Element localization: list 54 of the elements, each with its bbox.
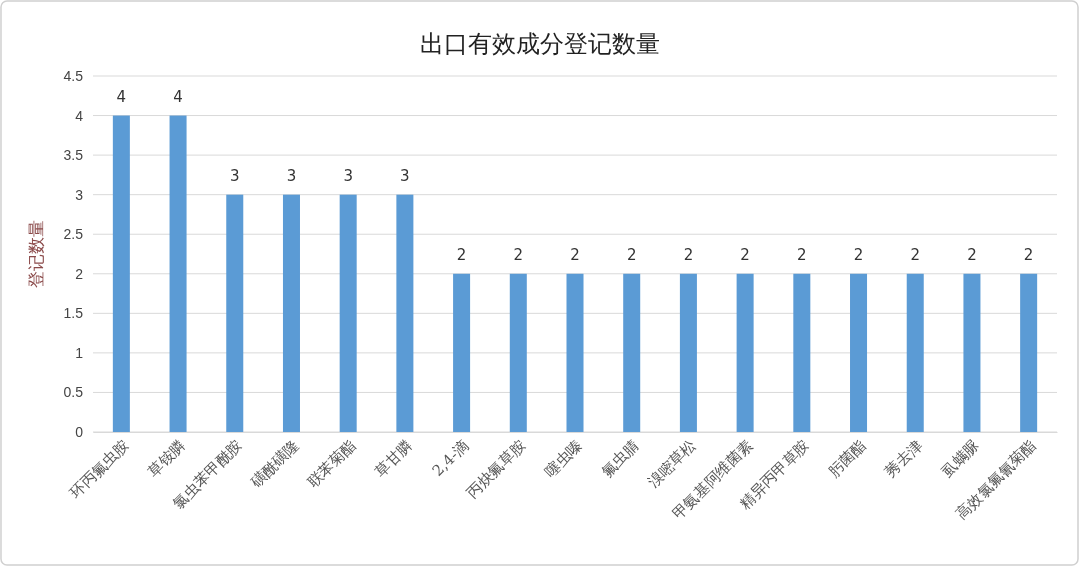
data-label: 4 (173, 87, 183, 106)
y-tick-label: 4.5 (63, 67, 84, 84)
y-tick-label: 3.5 (63, 147, 84, 164)
bar (793, 273, 811, 432)
bar (226, 194, 244, 432)
data-label: 2 (740, 245, 750, 264)
data-label: 2 (853, 245, 864, 264)
y-tick-label: 4 (75, 107, 84, 124)
x-tick-label: 氟虫腈 (597, 436, 643, 481)
x-tick-label: 磺酰磺隆 (246, 436, 303, 492)
bar (339, 194, 357, 432)
data-label: 2 (967, 245, 977, 264)
data-label: 2 (626, 245, 637, 264)
y-tick-label: 3 (75, 186, 84, 203)
x-tick-label: 草甘膦 (371, 436, 416, 481)
y-tick-label: 2.5 (63, 226, 84, 243)
y-tick-label: 1.5 (63, 305, 84, 322)
bar (736, 273, 754, 432)
bar (282, 194, 300, 432)
x-tick-label: 联苯菊酯 (303, 436, 359, 492)
bar (396, 194, 414, 432)
data-label: 3 (286, 166, 297, 185)
bar (963, 273, 981, 432)
y-axis-title: 登记数量 (26, 220, 46, 288)
bar (509, 273, 527, 432)
bar (112, 115, 130, 432)
bar (169, 115, 187, 432)
data-label: 3 (400, 166, 410, 185)
y-tick-label: 2 (75, 265, 84, 282)
data-label: 3 (229, 166, 240, 185)
bar (453, 273, 471, 432)
data-label: 2 (1023, 245, 1034, 264)
x-tick-label: 虱螨脲 (938, 436, 983, 481)
bar (566, 273, 584, 432)
data-label: 4 (116, 87, 127, 106)
data-label: 2 (513, 245, 524, 264)
bar (906, 273, 924, 432)
x-tick-label: 噻虫嗪 (541, 436, 586, 481)
data-label: 2 (910, 245, 921, 264)
y-tick-label: 0.5 (63, 384, 84, 401)
bar (1020, 273, 1038, 432)
x-tick-label: 莠去津 (881, 436, 927, 481)
y-tick-label: 1 (75, 344, 84, 361)
data-label: 2 (683, 245, 694, 264)
x-tick-label: 草铵膦 (144, 436, 189, 481)
chart-title: 出口有效成分登记数量 (420, 30, 660, 58)
bar (850, 273, 868, 432)
data-label: 2 (570, 245, 580, 264)
data-label: 2 (797, 245, 807, 264)
data-label: 2 (456, 245, 467, 264)
x-tick-label: 肟菌酯 (824, 436, 870, 481)
bar (623, 273, 641, 432)
bar (679, 273, 697, 432)
data-label: 3 (343, 166, 353, 185)
